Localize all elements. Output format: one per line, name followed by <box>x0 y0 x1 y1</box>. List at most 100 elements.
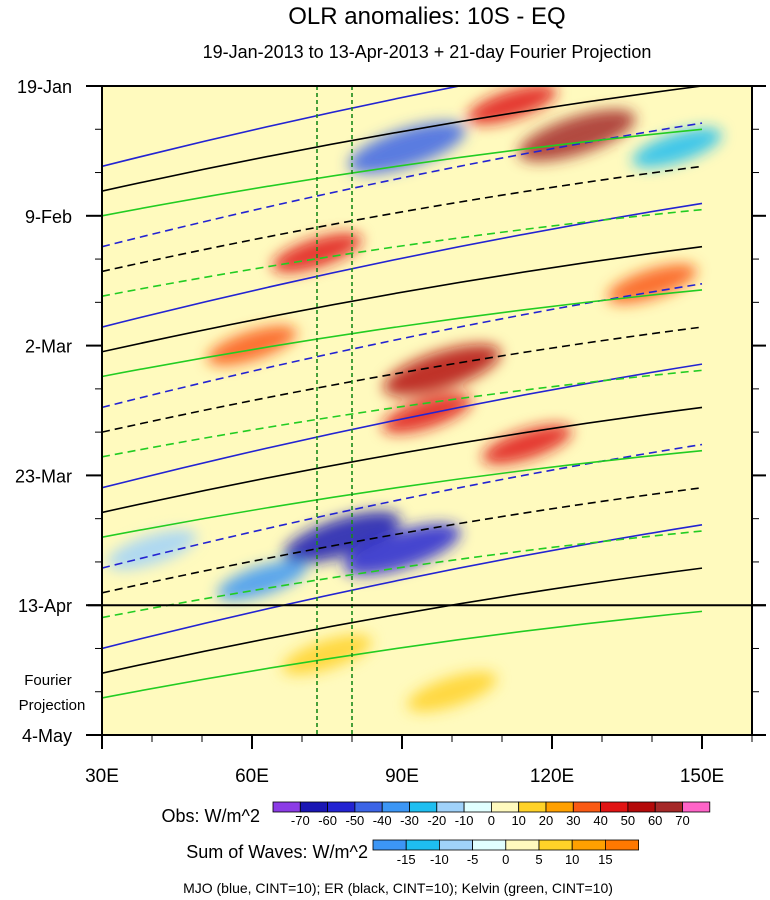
colorbar-level-label: 0 <box>502 852 509 867</box>
colorbar-swatch <box>436 801 465 813</box>
plot-area <box>102 86 752 735</box>
contour-line-mjo <box>102 122 703 248</box>
colorbar-level-label: 15 <box>598 852 612 867</box>
projection-label-line2: Projection <box>19 697 86 714</box>
x-tick-label: 120E <box>530 766 574 787</box>
colorbar-level-label: -50 <box>346 813 365 828</box>
chart-subtitle: 19-Jan-2013 to 13-Apr-2013 + 21-day Four… <box>203 42 652 62</box>
colorbar-swatch <box>299 801 328 813</box>
colorbar-swatch <box>472 839 507 851</box>
colorbar-level-label: 5 <box>535 852 542 867</box>
y-tick-label: 19-Jan <box>17 77 72 97</box>
contour-line-mjo <box>102 282 703 409</box>
anomaly-cell <box>407 671 497 712</box>
contour-line-er <box>102 486 703 594</box>
colorbar-swatch <box>627 801 656 813</box>
contour-line-er <box>102 406 703 514</box>
colorbar-level-label: -40 <box>373 813 392 828</box>
colorbar-level-label: -10 <box>455 813 474 828</box>
colorbar-level-label: -70 <box>291 813 310 828</box>
colorbar-level-label: -20 <box>427 813 446 828</box>
anomaly-cell <box>383 344 501 397</box>
colorbar-swatch <box>605 839 640 851</box>
waves-colorbar-label: Sum of Waves: W/m^2 <box>186 842 368 862</box>
colorbar-swatch <box>538 839 573 851</box>
contour-line-kelvin <box>102 530 703 619</box>
y-axis: 19-Jan 9-Feb 2-Mar 23-Mar 13-Apr 4-May <box>15 77 766 746</box>
obs-colorbar: Obs: W/m^2 -70 -60 -50 -40 -30 -20 -10 0 10 20 30 4… <box>162 801 711 828</box>
y-tick-label: 2-Mar <box>25 337 72 357</box>
colorbar-level-label: -60 <box>318 813 337 828</box>
colorbar-swatch <box>682 801 711 813</box>
contour-line-kelvin <box>102 289 703 378</box>
anomaly-cell <box>632 127 722 168</box>
colorbar-swatch <box>381 801 410 813</box>
chart-title: OLR anomalies: 10S - EQ <box>288 3 565 30</box>
colorbar-level-label: 30 <box>566 813 580 828</box>
x-tick-label: 90E <box>385 766 419 787</box>
anomaly-cell <box>467 86 557 125</box>
y-tick-label: 9-Feb <box>25 207 72 227</box>
colorbar-level-label: 40 <box>593 813 607 828</box>
anomaly-cell <box>107 529 197 570</box>
contour-line-er <box>102 567 703 674</box>
anomaly-cell <box>217 560 307 601</box>
waves-colorbar: Sum of Waves: W/m^2 -15 -10 -5 0 5 10 15 <box>186 839 640 867</box>
colorbar-swatch <box>571 839 606 851</box>
colorbar-level-label: -10 <box>430 852 449 867</box>
contour-line-mjo <box>102 524 703 650</box>
contour-line-mjo <box>102 86 464 168</box>
x-tick-label: 60E <box>235 766 269 787</box>
contour-line-kelvin <box>102 128 703 217</box>
x-tick-label: 150E <box>680 766 724 787</box>
anomaly-cell <box>282 634 372 675</box>
anomaly-cell <box>482 424 572 465</box>
colorbar-swatch <box>490 801 520 813</box>
colorbar-level-label: 50 <box>621 813 635 828</box>
y-tick-label: 23-Mar <box>15 466 72 486</box>
contour-line-kelvin <box>102 610 703 699</box>
colorbar-swatch <box>572 801 601 813</box>
colorbar-level-label: 10 <box>565 852 579 867</box>
obs-colorbar-label: Obs: W/m^2 <box>162 806 260 826</box>
colorbar-swatch <box>545 801 574 813</box>
y-tick-label: 13-Apr <box>18 596 72 616</box>
contour-line-er <box>102 245 703 353</box>
contour-line-mjo <box>102 363 703 489</box>
contour-line-kelvin <box>102 449 703 538</box>
colorbar-swatch <box>405 839 440 851</box>
colorbar-swatch <box>409 801 438 813</box>
colorbar-level-label: 10 <box>511 813 525 828</box>
anomaly-cell <box>348 121 466 174</box>
anomaly-cell <box>518 109 636 162</box>
anomaly-cell <box>343 523 461 576</box>
colorbar-swatch <box>600 801 629 813</box>
contour-line-mjo <box>102 443 703 569</box>
colorbar-swatch <box>654 801 683 813</box>
x-tick-label: 30E <box>85 766 119 787</box>
x-axis: 30E 60E 90E 120E 150E <box>85 735 753 787</box>
colorbar-swatch <box>438 839 473 851</box>
contour-line-kelvin <box>102 208 703 297</box>
colorbar-level-label: 0 <box>488 813 495 828</box>
colorbar-swatch <box>505 839 540 851</box>
contour-legend-footer: MJO (blue, CINT=10); ER (black, CINT=10)… <box>183 880 613 896</box>
colorbar-level-label: -30 <box>400 813 419 828</box>
y-tick-label: 4-May <box>22 726 72 746</box>
contour-line-er <box>102 86 703 192</box>
colorbar-level-label: -15 <box>397 852 416 867</box>
projection-label-line1: Fourier <box>24 672 72 689</box>
contour-line-kelvin <box>102 369 703 458</box>
plot-frame <box>101 85 753 736</box>
colorbar-swatch <box>327 801 356 813</box>
anomaly-cell <box>207 325 297 366</box>
colorbar-swatch <box>354 801 383 813</box>
colorbar-swatch <box>372 839 407 851</box>
colorbar-level-label: -5 <box>467 852 479 867</box>
anomaly-cell <box>607 263 697 304</box>
contour-line-mjo <box>102 202 703 328</box>
contour-line-er <box>102 165 703 273</box>
colorbar-swatch <box>518 801 547 813</box>
colorbar-level-label: 70 <box>675 813 689 828</box>
